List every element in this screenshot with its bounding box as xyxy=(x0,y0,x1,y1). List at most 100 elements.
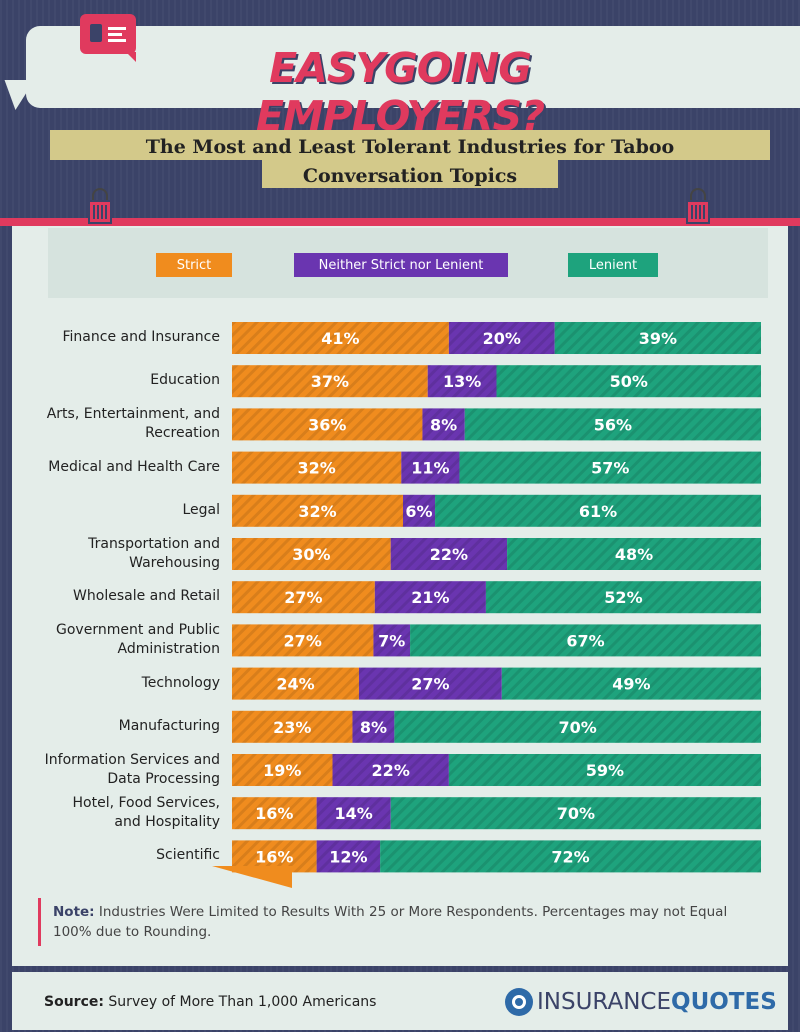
subtitle-line-2: Conversation Topics xyxy=(302,165,518,187)
data-label: 12% xyxy=(329,847,367,866)
category-label: Hotel, Food Services, and Hospitality xyxy=(72,795,221,831)
chart-subtitle: The Most and Least Tolerant Industries f… xyxy=(60,133,760,191)
source-text: Survey of More Than 1,000 Americans xyxy=(108,994,377,1010)
bar-hatch xyxy=(448,754,761,786)
data-label: 32% xyxy=(297,459,335,478)
data-label: 32% xyxy=(298,502,336,521)
category-label: Wholesale and Retail xyxy=(73,588,220,605)
data-label: 13% xyxy=(443,372,481,391)
data-label: 21% xyxy=(411,588,449,607)
category-label: Transportation and Warehousing xyxy=(88,536,220,571)
subtitle-band xyxy=(50,130,770,160)
brand-logo: INSURANCEQUOTES xyxy=(505,988,777,1016)
note-text: Industries Were Limited to Results With … xyxy=(53,904,728,940)
bar-hatch xyxy=(332,754,449,786)
bar-hatch xyxy=(380,840,761,873)
data-label: 16% xyxy=(255,804,293,823)
data-label: 11% xyxy=(411,459,449,478)
data-label: 30% xyxy=(292,545,330,564)
category-label: Legal xyxy=(182,501,220,518)
bar-hatch xyxy=(358,667,502,700)
data-label: 49% xyxy=(612,675,650,694)
binder-clip-icon xyxy=(84,188,116,226)
data-label: 56% xyxy=(594,415,632,434)
bar-hatch xyxy=(232,538,391,570)
category-label: Manufacturing xyxy=(118,717,220,734)
bar-hatch xyxy=(435,494,761,527)
data-label: 37% xyxy=(311,372,349,391)
note-pointer xyxy=(212,866,292,888)
bar-hatch xyxy=(232,624,374,657)
category-label: Information Services and Data Processing xyxy=(44,752,220,787)
data-label: 14% xyxy=(335,804,373,823)
bar-hatch xyxy=(232,581,375,614)
data-label: 6% xyxy=(405,502,432,521)
data-label: 67% xyxy=(566,631,604,650)
data-label: 48% xyxy=(615,545,653,564)
bar-hatch xyxy=(232,365,428,398)
bar-hatch xyxy=(232,494,403,527)
data-label: 70% xyxy=(557,804,595,823)
footer xyxy=(12,972,788,1030)
category-label: Technology xyxy=(141,674,220,691)
bar-hatch xyxy=(422,408,465,441)
bar-hatch xyxy=(390,538,508,570)
id-card-icon xyxy=(80,14,136,62)
bar-hatch xyxy=(232,667,359,700)
data-label: 24% xyxy=(276,675,314,694)
bar-hatch xyxy=(401,451,460,484)
bar-hatch xyxy=(316,840,381,873)
bar-hatch xyxy=(316,797,391,830)
logo-icon xyxy=(505,988,533,1016)
binder-clip-icon xyxy=(682,188,714,226)
data-label: 36% xyxy=(308,415,346,434)
legend-strict: Strict xyxy=(156,253,232,277)
data-label: 19% xyxy=(263,761,301,780)
data-label: 27% xyxy=(411,675,449,694)
bar-hatch xyxy=(496,365,761,398)
data-label: 22% xyxy=(430,545,468,564)
bar-hatch xyxy=(501,667,761,700)
category-label: Government and Public Administration xyxy=(56,622,220,658)
legend-neither: Neither Strict nor Lenient xyxy=(294,253,508,277)
data-label: 7% xyxy=(378,631,405,650)
data-label: 61% xyxy=(579,502,617,521)
data-label: 39% xyxy=(639,329,677,348)
category-label: Finance and Insurance xyxy=(62,329,221,345)
bar-hatch xyxy=(485,581,761,614)
data-label: 23% xyxy=(273,718,311,737)
subtitle-line-1: The Most and Least Tolerant Industries f… xyxy=(145,136,675,158)
accent-stripe xyxy=(0,218,800,226)
data-label: 22% xyxy=(372,761,410,780)
data-label: 8% xyxy=(360,718,387,737)
data-label: 50% xyxy=(610,372,648,391)
bar-hatch xyxy=(554,322,761,354)
title-bubble xyxy=(26,26,800,108)
bar-hatch xyxy=(374,581,486,614)
bar-hatch xyxy=(459,451,761,484)
category-label: Arts, Entertainment, and Recreation xyxy=(46,406,220,442)
logo-text-2: QUOTES xyxy=(671,989,777,1015)
data-label: 20% xyxy=(483,329,521,348)
bar-hatch xyxy=(232,797,317,830)
bar-hatch xyxy=(410,624,761,657)
bar-hatch xyxy=(232,754,333,786)
data-label: 70% xyxy=(559,718,597,737)
data-label: 72% xyxy=(551,847,589,866)
bar-hatch xyxy=(464,408,761,441)
subtitle-band-2 xyxy=(262,158,558,188)
footnote: Note: Industries Were Limited to Results… xyxy=(38,898,768,946)
logo-text-1: INSURANCE xyxy=(537,989,672,1015)
bar-hatch xyxy=(402,494,436,527)
data-label: 59% xyxy=(586,761,624,780)
bar-hatch xyxy=(448,322,555,354)
category-label: Medical and Health Care xyxy=(48,458,220,475)
source-label: Source: xyxy=(44,994,104,1010)
source: Source: Survey of More Than 1,000 Americ… xyxy=(44,994,376,1010)
data-label: 8% xyxy=(430,415,457,434)
data-label: 27% xyxy=(284,631,322,650)
data-label: 27% xyxy=(284,588,322,607)
data-label: 16% xyxy=(255,847,293,866)
bar-hatch xyxy=(232,408,423,441)
bar-hatch xyxy=(394,710,761,743)
